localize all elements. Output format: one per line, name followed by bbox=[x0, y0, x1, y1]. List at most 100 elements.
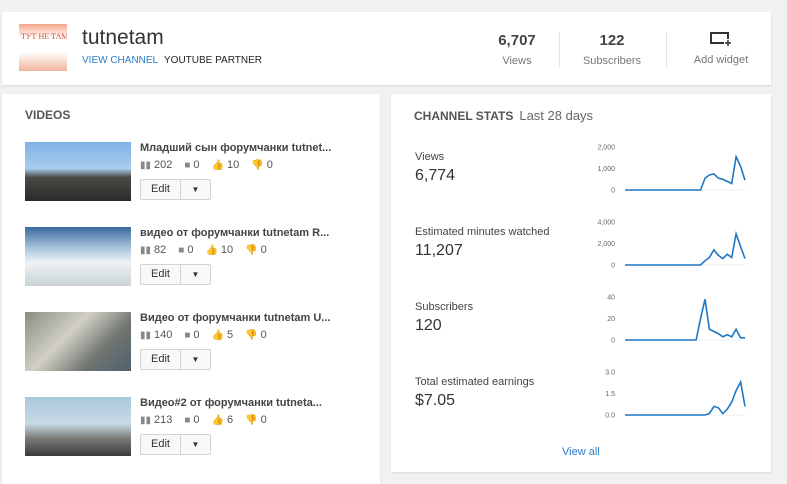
channel-avatar[interactable]: ТУТ НЕ ТАМ bbox=[19, 24, 67, 71]
y-tick-label: 0 bbox=[611, 188, 615, 195]
views-label: Views bbox=[502, 55, 532, 67]
edit-button[interactable]: Edit bbox=[141, 180, 181, 199]
likes-count: 10 bbox=[227, 159, 240, 171]
video-item: Младший сын форумчанки tutnet... ▮▮ 202 ■ 0… bbox=[25, 142, 365, 212]
dislikes-count: 0 bbox=[266, 159, 273, 171]
partner-badge: YOUTUBE PARTNER bbox=[164, 55, 262, 66]
comment-icon: ■ bbox=[184, 415, 191, 426]
thumbs-up-icon: 👍 bbox=[205, 245, 218, 256]
likes-count: 5 bbox=[227, 329, 234, 341]
video-metrics: ▮▮ 213 ■ 0 👍 6 👎 0 bbox=[140, 414, 279, 426]
comments-count: 0 bbox=[193, 329, 200, 341]
y-tick-label: 3.0 bbox=[605, 370, 615, 377]
edit-button[interactable]: Edit bbox=[141, 350, 181, 369]
edit-button-group: Edit ▼ bbox=[140, 179, 211, 200]
views-count: 202 bbox=[154, 159, 173, 171]
video-title[interactable]: Видео#2 от форумчанки tutneta... bbox=[140, 397, 322, 409]
views-count: 6,707 bbox=[498, 32, 536, 49]
thumbs-up-icon: 👍 bbox=[211, 415, 224, 426]
edit-button-group: Edit ▼ bbox=[140, 434, 211, 455]
edit-button-group: Edit ▼ bbox=[140, 264, 211, 285]
edit-dropdown-button[interactable]: ▼ bbox=[181, 435, 210, 454]
videos-card: VIDEOS Младший сын форумчанки tutnet... … bbox=[2, 94, 380, 484]
y-tick-label: 2,000 bbox=[597, 145, 615, 152]
logo-text: ТУТ НЕ ТАМ bbox=[21, 32, 67, 41]
add-widget-label: Add widget bbox=[693, 54, 749, 66]
stat-value: 11,207 bbox=[415, 242, 463, 259]
channel-header: ТУТ НЕ ТАМ tutnetam VIEW CHANNEL YOUTUBE… bbox=[2, 12, 771, 85]
chevron-down-icon: ▼ bbox=[191, 440, 200, 449]
divider bbox=[666, 32, 667, 68]
view-channel-link[interactable]: VIEW CHANNEL bbox=[82, 55, 159, 66]
video-item: Видео#2 от форумчанки tutneta... ▮▮ 213 ■ 0… bbox=[25, 397, 365, 467]
video-metrics: ▮▮ 82 ■ 0 👍 10 👎 0 bbox=[140, 244, 279, 256]
dislikes-count: 0 bbox=[260, 329, 267, 341]
y-tick-label: 4,000 bbox=[597, 220, 615, 227]
views-count: 82 bbox=[154, 244, 167, 256]
video-thumbnail[interactable] bbox=[25, 312, 131, 371]
dislikes-count: 0 bbox=[260, 414, 267, 426]
thumbs-up-icon: 👍 bbox=[211, 330, 224, 341]
comments-count: 0 bbox=[187, 244, 194, 256]
views-icon: ▮▮ bbox=[140, 160, 152, 171]
header-views: 6,707 Views bbox=[462, 32, 572, 67]
edit-button-group: Edit ▼ bbox=[140, 349, 211, 370]
y-tick-label: 1.5 bbox=[605, 391, 615, 398]
likes-count: 6 bbox=[227, 414, 234, 426]
video-title[interactable]: Видео от форумчанки tutnetam U... bbox=[140, 312, 331, 324]
stat-label: Views bbox=[415, 151, 445, 163]
videos-title: VIDEOS bbox=[25, 108, 71, 122]
channel-name: tutnetam bbox=[82, 26, 164, 49]
add-widget-icon bbox=[710, 32, 732, 46]
chevron-down-icon: ▼ bbox=[191, 270, 200, 279]
views-count: 140 bbox=[154, 329, 173, 341]
y-tick-label: 20 bbox=[607, 316, 615, 323]
y-tick-label: 1,000 bbox=[597, 166, 615, 173]
stat-value: $7.05 bbox=[415, 392, 456, 409]
channel-stats-card: CHANNEL STATS Last 28 days Views 6,774 Esti… bbox=[391, 94, 771, 472]
video-item: видео от форумчанки tutnetam R... ▮▮ 82 ■ 0… bbox=[25, 227, 365, 297]
y-tick-label: 0 bbox=[611, 338, 615, 345]
sparkline-series bbox=[625, 230, 746, 266]
thumbs-down-icon: 👎 bbox=[245, 415, 258, 426]
sparkline-series bbox=[625, 299, 745, 341]
y-tick-label: 0 bbox=[611, 263, 615, 270]
video-thumbnail[interactable] bbox=[25, 142, 131, 201]
edit-dropdown-button[interactable]: ▼ bbox=[181, 265, 210, 284]
stats-title: CHANNEL STATS Last 28 days bbox=[414, 108, 593, 123]
y-tick-label: 40 bbox=[607, 295, 615, 302]
subscribers-count: 122 bbox=[599, 32, 625, 49]
views-icon: ▮▮ bbox=[140, 330, 152, 341]
y-tick-label: 0.0 bbox=[605, 413, 615, 420]
video-thumbnail[interactable] bbox=[25, 397, 131, 456]
video-title[interactable]: видео от форумчанки tutnetam R... bbox=[140, 227, 330, 239]
video-item: Видео от форумчанки tutnetam U... ▮▮ 140 ■… bbox=[25, 312, 365, 382]
stat-label: Subscribers bbox=[415, 301, 474, 313]
video-metrics: ▮▮ 140 ■ 0 👍 5 👎 0 bbox=[140, 329, 279, 341]
views-icon: ▮▮ bbox=[140, 245, 152, 256]
stats-title-text: CHANNEL STATS bbox=[414, 109, 514, 123]
stat-value: 120 bbox=[415, 317, 442, 334]
views-icon: ▮▮ bbox=[140, 415, 152, 426]
stats-period: Last 28 days bbox=[519, 108, 594, 123]
video-title[interactable]: Младший сын форумчанки tutnet... bbox=[140, 142, 332, 154]
likes-count: 10 bbox=[220, 244, 234, 256]
edit-dropdown-button[interactable]: ▼ bbox=[181, 350, 210, 369]
sparkline-series bbox=[625, 379, 746, 416]
comment-icon: ■ bbox=[178, 245, 185, 256]
thumbs-down-icon: 👎 bbox=[245, 330, 258, 341]
video-thumbnail[interactable] bbox=[25, 227, 131, 286]
edit-button[interactable]: Edit bbox=[141, 265, 181, 284]
add-widget-button[interactable]: Add widget bbox=[666, 32, 776, 66]
video-metrics: ▮▮ 202 ■ 0 👍 10 👎 0 bbox=[140, 159, 285, 171]
sparklines: 0 1,000 2,000 0 2,000 4,000 0 20 40 0.0 1.5 3.0 bbox=[597, 145, 746, 420]
chevron-down-icon: ▼ bbox=[191, 185, 200, 194]
edit-dropdown-button[interactable]: ▼ bbox=[181, 180, 210, 199]
edit-button[interactable]: Edit bbox=[141, 435, 181, 454]
view-all-link[interactable]: View all bbox=[562, 446, 600, 458]
comment-icon: ■ bbox=[184, 330, 191, 341]
sparkline-series bbox=[625, 154, 746, 191]
stat-label: Total estimated earnings bbox=[415, 376, 535, 388]
comments-count: 0 bbox=[193, 414, 200, 426]
divider bbox=[559, 32, 560, 68]
